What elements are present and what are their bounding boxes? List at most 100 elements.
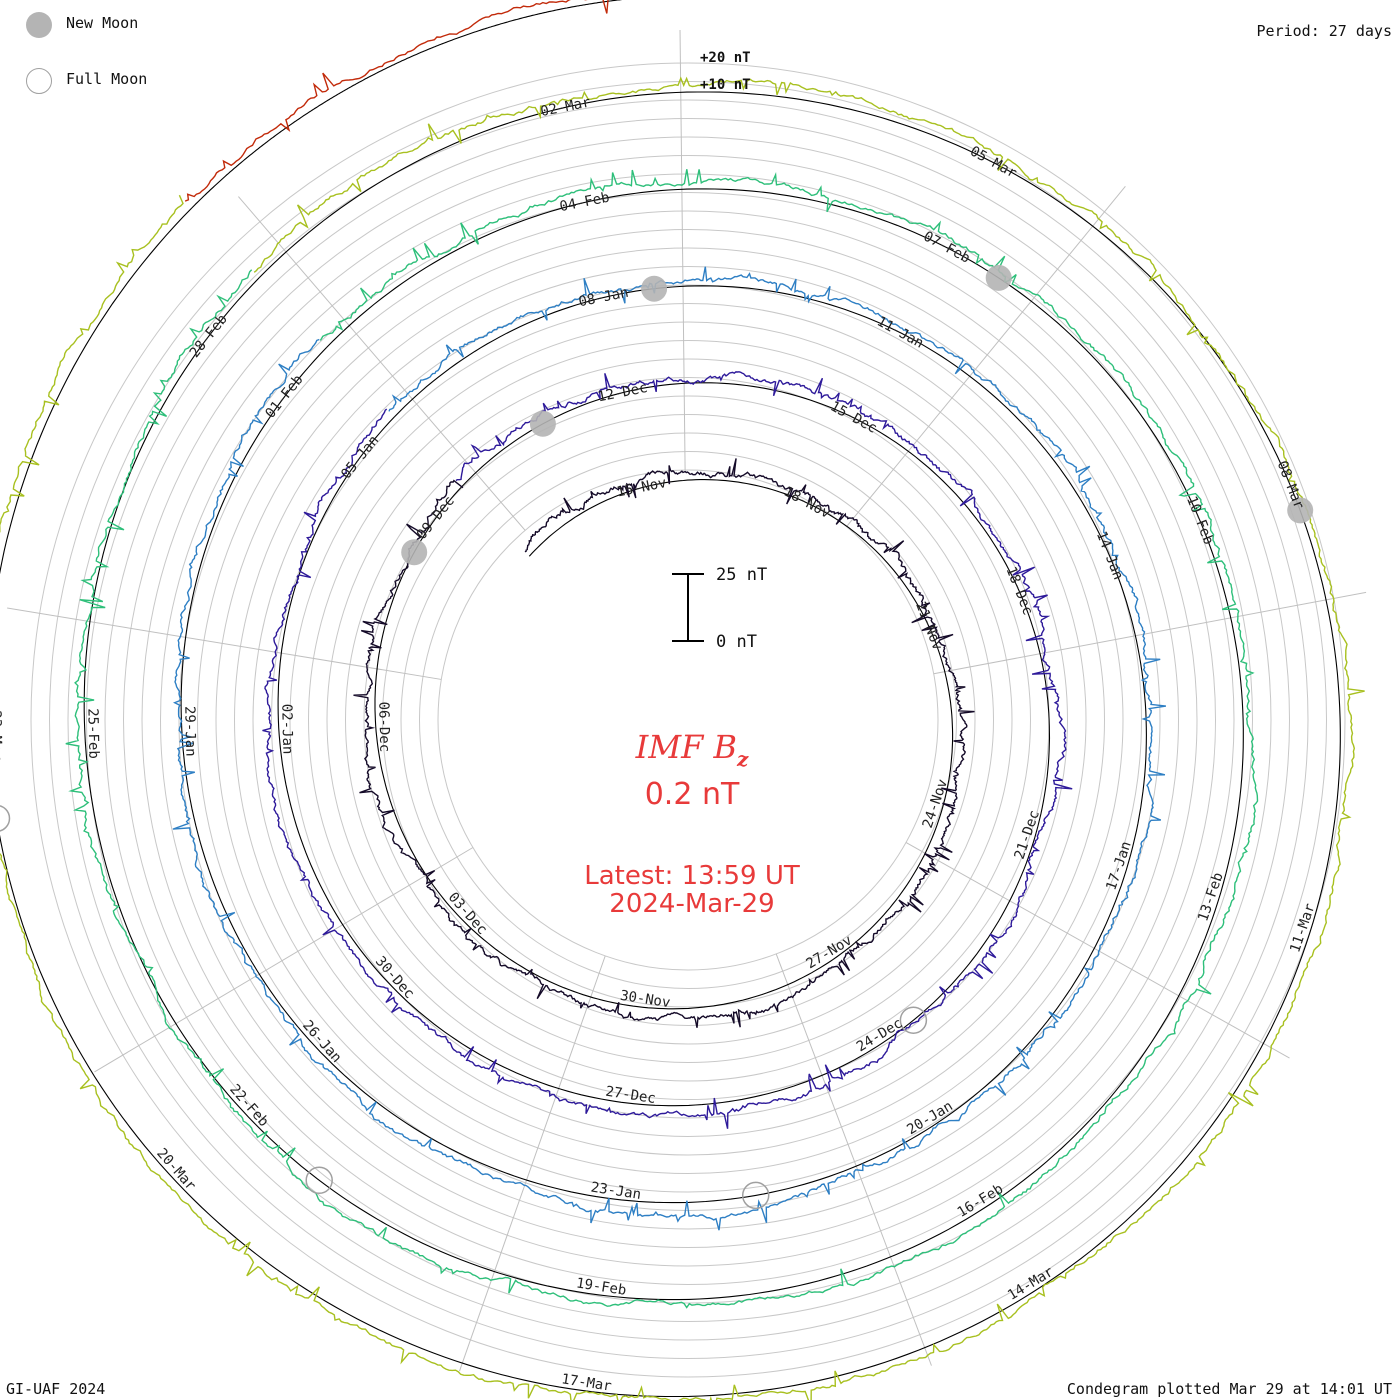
legend-new-moon-label: New Moon (66, 14, 139, 32)
date-spoke (905, 842, 1290, 1059)
reference-ring (86, 118, 1290, 1322)
moon-markers (0, 264, 1314, 1210)
reference-ring (197, 229, 1179, 1211)
legend-full-moon-label: Full Moon (66, 70, 148, 88)
reference-ring (160, 192, 1216, 1248)
reference-ring (141, 173, 1235, 1267)
date-label: 23-Mar (0, 710, 4, 761)
date-label: 28-Feb (187, 311, 231, 360)
outer-scale-label-10: +10 nT (700, 77, 751, 93)
full-moon-marker (741, 1181, 770, 1210)
scale-bottom-label: 0 nT (716, 632, 757, 652)
legend-new-moon: New Moon (26, 12, 138, 38)
date-label: 25-Feb (84, 708, 101, 759)
new-moon-marker (985, 264, 1012, 291)
trace-rotation-0 (353, 458, 975, 1028)
date-label: 12-Dec (596, 380, 649, 406)
baseline-rotation-4 (0, 91, 1341, 1398)
reference-ring (67, 99, 1309, 1341)
reference-ring (326, 358, 1050, 1082)
full-moon-marker (899, 1006, 928, 1034)
date-label: 05-Jan (338, 433, 382, 482)
date-label: 16-Feb (955, 1181, 1007, 1221)
baseline-rotation-3 (83, 188, 1244, 1301)
reference-ring (437, 469, 939, 971)
reference-ring (49, 81, 1327, 1359)
date-label: 02-Jan (278, 704, 295, 755)
baseline-rotation-1 (277, 382, 1051, 1107)
new-moon-marker (641, 275, 668, 302)
latest-date: 2024-Mar-29 (609, 889, 774, 919)
date-spoke (94, 847, 474, 1073)
new-moon-marker (401, 539, 428, 566)
zero-baselines (0, 0, 1341, 1398)
trace-rotation-2 (172, 266, 1167, 1231)
reference-ring (234, 266, 1142, 1174)
reference-ring (271, 303, 1105, 1137)
date-label: 20-Mar (153, 1145, 198, 1194)
reference-ring (289, 321, 1087, 1119)
date-spokes (7, 30, 1367, 1372)
date-spoke (846, 186, 1126, 527)
reference-ring (345, 377, 1031, 1063)
legend-full-moon: Full Moon (26, 68, 147, 94)
reference-ring (30, 62, 1346, 1378)
reference-ring (400, 432, 976, 1008)
date-label: 02-Mar (539, 94, 592, 120)
date-label: 20-Jan (904, 1098, 956, 1138)
reference-ring (104, 136, 1272, 1304)
date-label: 26-Jan (299, 1017, 344, 1066)
reference-ring (178, 210, 1198, 1230)
date-label: 22-Feb (226, 1081, 271, 1130)
outer-scale-labels: +20 nT +10 nT (700, 50, 751, 93)
date-label: 21-Nov (912, 600, 945, 653)
period-label: Period: 27 days (1256, 22, 1392, 40)
bz-traces (0, 0, 1365, 1400)
trace-rotation-5 (184, 0, 609, 202)
full-moon-marker (0, 805, 11, 832)
date-label: 13-Feb (1195, 870, 1226, 923)
reference-ring (123, 155, 1253, 1285)
date-spoke (7, 607, 442, 680)
reference-ring (382, 414, 994, 1026)
date-label: 04-Feb (558, 190, 611, 216)
full-moon-marker (305, 1166, 333, 1195)
trace-rotation-4 (0, 76, 1365, 1400)
credit-label: GI-UAF 2024 (6, 1380, 106, 1398)
new-moon-icon (26, 12, 52, 38)
scale-bar: 25 nT 0 nT (672, 565, 767, 652)
plotted-timestamp: Condegram plotted Mar 29 at 14:01 UT (1066, 1380, 1392, 1398)
date-label: 23-Jan (590, 1180, 642, 1203)
new-moon-marker (1287, 497, 1314, 524)
baseline-rotation-0 (374, 479, 954, 1010)
reference-ring (308, 340, 1068, 1100)
parameter-subscript: z (736, 747, 749, 771)
date-label: 18-Dec (1002, 564, 1035, 617)
full-moon-icon (26, 68, 52, 94)
reference-ring (252, 284, 1124, 1156)
date-label: 19-Feb (575, 1275, 627, 1298)
parameter-title: IMF Bz (635, 728, 749, 771)
current-value: 0.2 nT (645, 777, 740, 812)
date-label: 30-Nov (619, 988, 671, 1011)
trace-rotation-1 (262, 371, 1073, 1129)
reference-ring (419, 451, 957, 989)
scale-top-label: 25 nT (716, 565, 767, 585)
latest-time: Latest: 13:59 UT (584, 861, 800, 891)
center-readout: IMF Bz 0.2 nT Latest: 13:59 UT 2024-Mar-… (584, 728, 800, 919)
reference-ring (363, 395, 1013, 1045)
date-label: 17-Mar (560, 1371, 612, 1394)
reference-ring (215, 247, 1161, 1193)
date-spoke (933, 591, 1367, 675)
parameter-label: IMF B (635, 728, 737, 766)
date-label: 27-Dec (604, 1084, 656, 1107)
date-label: 24-Dec (854, 1015, 906, 1055)
date-spoke (679, 30, 686, 471)
date-label: 29-Jan (181, 706, 198, 757)
new-moon-marker (529, 410, 556, 437)
outer-scale-label-20: +20 nT (700, 50, 751, 66)
date-label: 06-Dec (375, 701, 392, 752)
date-label: 05-Mar (967, 143, 1019, 181)
baseline-rotation-5 (191, 0, 623, 209)
